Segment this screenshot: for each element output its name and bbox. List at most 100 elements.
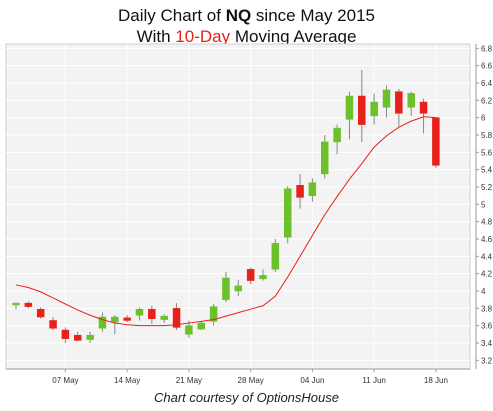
candle [234, 279, 243, 297]
candle [271, 239, 280, 272]
x-tick-label: 07 May [52, 376, 78, 385]
y-tick-label: 3.2 [481, 356, 493, 365]
chart-title-line1: Daily Chart of NQ since May 2015 [0, 5, 493, 27]
candle-body [382, 89, 391, 108]
candle [148, 305, 156, 324]
subtitle-suffix: Moving Average [230, 27, 357, 46]
candle-body [370, 101, 378, 117]
candle [370, 93, 378, 125]
candle-body [271, 243, 280, 270]
candle [123, 315, 131, 323]
candle-body [209, 306, 218, 322]
candle-body [197, 322, 205, 330]
candle [74, 331, 82, 342]
candle [419, 98, 428, 134]
candle-body [296, 185, 304, 198]
y-tick-label: 5.6 [481, 148, 493, 157]
title-symbol: NQ [225, 6, 252, 25]
candle [209, 304, 218, 326]
candle-body [246, 269, 255, 281]
candle-body [283, 188, 292, 238]
candle-body [12, 302, 20, 306]
y-tick-label: 6.4 [481, 79, 493, 88]
x-tick-label: 21 May [176, 376, 202, 385]
candle [246, 267, 255, 285]
candle-body [135, 308, 144, 316]
candle-body [74, 334, 82, 341]
y-tick-label: 6.6 [481, 62, 493, 71]
candle-body [419, 101, 428, 114]
candle [135, 307, 144, 321]
x-tick-label: 11 Jun [362, 376, 385, 385]
candle [172, 303, 181, 330]
x-tick-label: 14 May [114, 376, 140, 385]
candle [395, 89, 403, 127]
x-tick-label: 18 Jun [424, 376, 448, 385]
title-suffix: since May 2015 [251, 6, 375, 25]
candle-body [432, 117, 440, 166]
candle-body [395, 91, 403, 114]
candle-body [358, 95, 366, 125]
y-tick-label: 5 [481, 200, 486, 209]
y-tick-label: 6.2 [481, 96, 493, 105]
candle [259, 269, 267, 281]
y-tick-label: 5.2 [481, 183, 493, 192]
candle-body [49, 320, 57, 329]
plot-area [5, 43, 471, 370]
candle [111, 315, 119, 335]
candle-body [345, 95, 354, 120]
candle [296, 174, 304, 209]
chart-credit: Chart courtesy of OptionsHouse [154, 390, 339, 405]
x-tick-label: 04 Jun [300, 376, 324, 385]
candle [86, 331, 94, 343]
y-tick-label: 4 [481, 287, 486, 296]
title-prefix: Daily Chart of [118, 6, 226, 25]
y-tick-label: 6 [481, 114, 486, 123]
candle-body [123, 317, 131, 321]
candle [432, 117, 440, 168]
candle-body [259, 275, 267, 280]
candle [382, 85, 391, 118]
y-tick-label: 4.4 [481, 252, 493, 261]
candle [24, 301, 33, 309]
candle [358, 70, 366, 142]
candle [283, 186, 292, 244]
y-tick-label: 5.4 [481, 166, 493, 175]
candle [160, 314, 168, 324]
x-axis: 07 May 14 May 21 May 28 May 04 Jun 11 Jun 18 J… [6, 368, 470, 385]
candle [407, 91, 415, 116]
y-tick-label: 4.6 [481, 235, 493, 244]
ma-line [15, 116, 436, 327]
candle-body [160, 315, 168, 320]
candle-body [321, 141, 329, 175]
grid-lines [6, 44, 470, 369]
y-tick-label: 6.8 [481, 44, 493, 53]
subtitle-prefix: With [136, 27, 176, 46]
candle [49, 317, 57, 330]
candle-body [172, 308, 181, 328]
x-tick-label: 28 May [238, 376, 264, 385]
candle-body [308, 182, 317, 196]
y-tick-label: 4.2 [481, 270, 493, 279]
candle [36, 307, 45, 319]
candle [321, 135, 329, 179]
y-tick-label: 4.8 [481, 218, 493, 227]
candle-body [24, 302, 33, 307]
candles [12, 70, 440, 343]
moving-average [15, 116, 436, 327]
chart-title-line2: With 10-Day Moving Average [0, 26, 493, 48]
candle-body [61, 329, 70, 339]
y-tick-label: 3.6 [481, 322, 493, 331]
candle-body [234, 285, 243, 292]
candle [197, 321, 205, 330]
candle-body [407, 93, 415, 108]
candle-body [36, 308, 45, 318]
candle [98, 312, 107, 332]
y-tick-label: 3.8 [481, 304, 493, 313]
candle [12, 302, 20, 310]
candle-body [185, 325, 193, 335]
candle-body [111, 316, 119, 323]
candle [308, 178, 317, 202]
y-tick-label: 5.8 [481, 131, 493, 140]
